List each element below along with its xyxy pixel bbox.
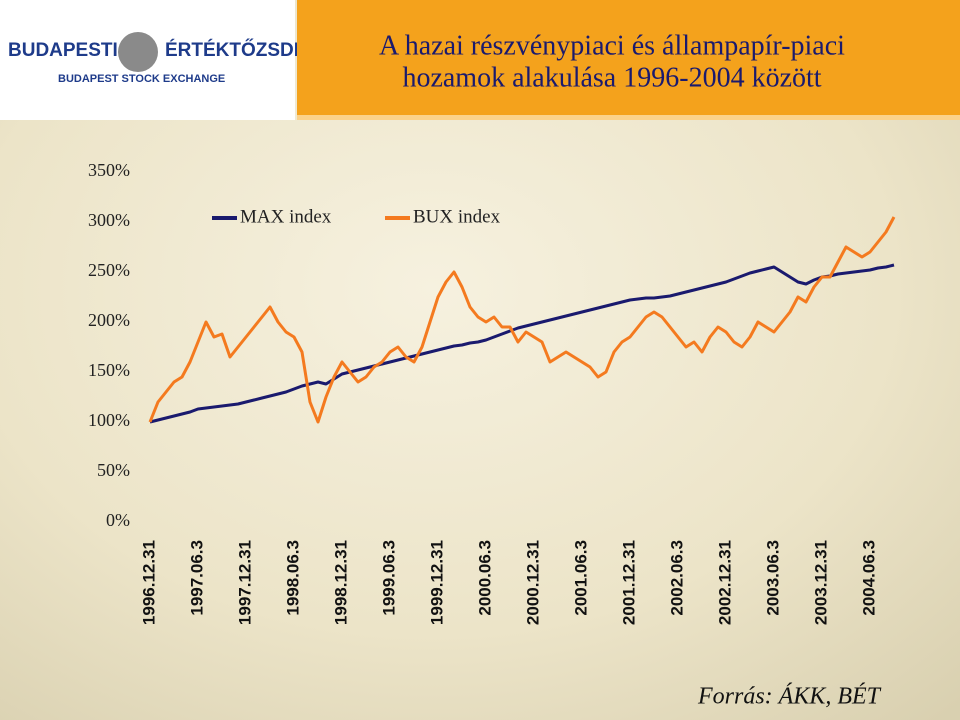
y-tick-label: 200% (88, 310, 130, 330)
title: hozamok alakulása 1996-2004 között (402, 62, 821, 93)
x-tick-label: 2000.06.3 (475, 540, 494, 616)
series-line (149, 263, 895, 424)
x-tick-label: 1997.06.3 (187, 540, 206, 616)
x-tick-label: 2003.12.31 (811, 540, 830, 625)
x-tick-label: 2000.12.31 (523, 540, 542, 625)
x-tick-label: 1998.12.31 (331, 540, 350, 625)
source: Forrás: ÁKK, BÉT (697, 684, 882, 710)
logo-name: ÉRTÉKTŐZSDE (165, 39, 306, 61)
logo-subtitle: BUDAPEST STOCK EXCHANGE (58, 73, 225, 85)
x-tick-label: 2001.06.3 (571, 540, 590, 616)
y-tick-label: 300% (88, 210, 130, 230)
x-tick-label: 1998.06.3 (283, 540, 302, 616)
y-tick-label: 50% (97, 460, 130, 480)
y-tick-label: 250% (88, 260, 130, 280)
x-tick-label: 2002.12.31 (715, 540, 734, 625)
x-tick-label: 1999.06.3 (379, 540, 398, 616)
x-tick-label: 2001.12.31 (619, 540, 638, 625)
x-tick-label: 1999.12.31 (427, 540, 446, 625)
x-tick-label: 1996.12.31 (139, 540, 158, 625)
logo-name: BUDAPESTI (8, 40, 118, 61)
title: A hazai részvénypiaci és állampapír-piac… (379, 30, 845, 61)
title-border (297, 115, 960, 120)
y-tick-label: 0% (106, 510, 130, 530)
logo-emblem (118, 32, 158, 72)
x-tick-label: 2002.06.3 (667, 540, 686, 616)
y-tick-label: 150% (88, 360, 130, 380)
x-tick-label: 2004.06.3 (859, 540, 878, 616)
series-line (148, 216, 896, 424)
title-box (297, 0, 960, 115)
x-tick-label: 1997.12.31 (235, 540, 254, 625)
y-tick-label: 350% (88, 160, 130, 180)
legend-label: MAX index (240, 206, 332, 227)
legend-label: BUX index (413, 206, 501, 227)
y-tick-label: 100% (88, 410, 130, 430)
x-tick-label: 2003.06.3 (763, 540, 782, 616)
